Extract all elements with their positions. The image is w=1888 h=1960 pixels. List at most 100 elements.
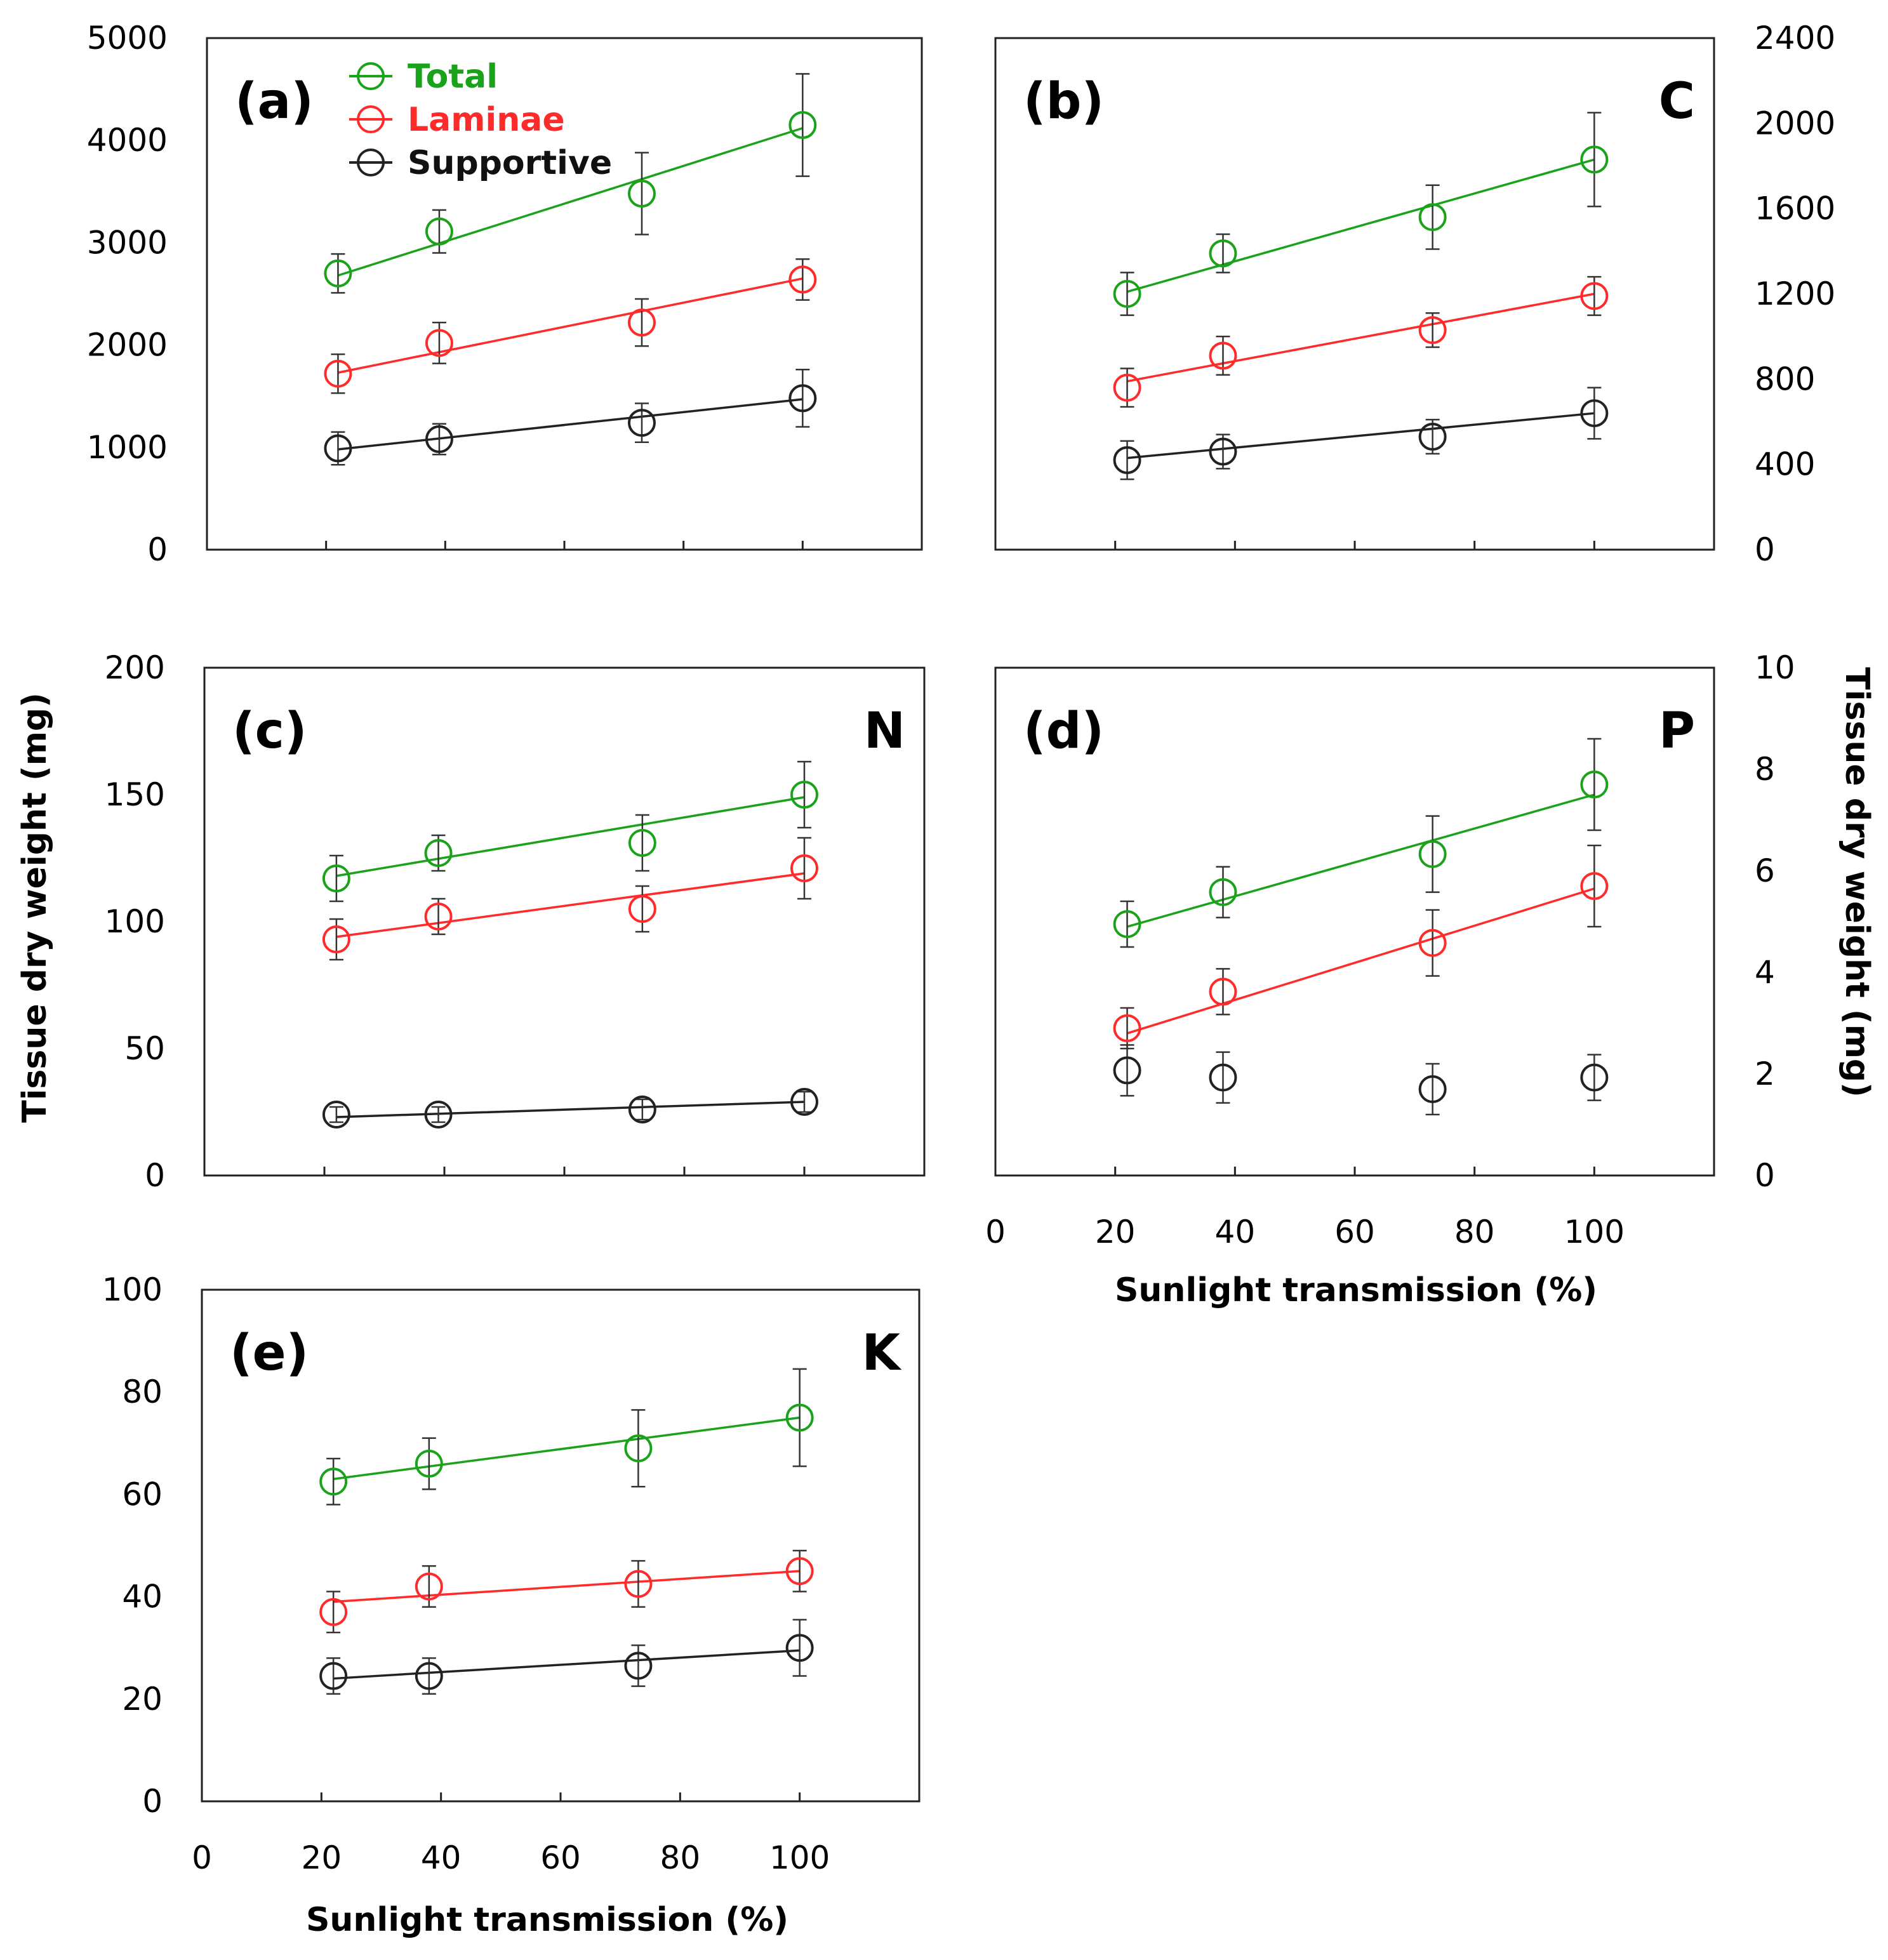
- x-axis-title-d: Sunlight transmission (%): [1115, 1271, 1597, 1309]
- panel-b: 0 400 800 1200 1600 2000 2400 (b) C: [994, 20, 1835, 568]
- data-point: [785, 1557, 814, 1586]
- y-tick-label: 4: [1755, 954, 1775, 991]
- data-point: [627, 308, 656, 337]
- trend-line: [337, 127, 803, 277]
- legend-label-laminae: Laminae: [408, 101, 565, 139]
- x-tick-label: 0: [192, 1839, 212, 1876]
- panel-label: (d): [1023, 703, 1104, 760]
- series-total: [1113, 112, 1609, 316]
- y-tick-label: 0: [142, 1783, 163, 1820]
- data-point: [624, 1434, 653, 1462]
- data-point: [424, 1101, 453, 1129]
- data-point: [627, 409, 656, 437]
- series-supportive: [1113, 387, 1609, 480]
- data-point: [628, 829, 656, 857]
- y-tick-label: 2000: [1755, 105, 1835, 142]
- data-point: [788, 384, 817, 413]
- data-point: [1580, 1063, 1609, 1092]
- y-tick-label: 50: [124, 1030, 165, 1067]
- legend-item-total: Total: [349, 58, 498, 96]
- trend-line: [1127, 887, 1595, 1035]
- data-point: [425, 329, 453, 357]
- data-point: [424, 903, 453, 930]
- panel-d: 0 20 40 60 80 100 0 2 4 6 8 10 (d) P: [985, 649, 1795, 1250]
- legend-label-total: Total: [408, 58, 498, 96]
- legend-item-supportive: Supportive: [349, 144, 612, 182]
- series-laminae: [324, 258, 817, 394]
- data-point: [790, 854, 818, 882]
- x-tick-label: 100: [1564, 1214, 1625, 1250]
- series-total: [322, 760, 818, 903]
- data-point: [1580, 145, 1609, 174]
- x-tick-label: 0: [985, 1214, 1006, 1250]
- data-point: [324, 359, 352, 388]
- y-tick-label: 0: [147, 531, 168, 568]
- data-point: [1113, 910, 1141, 938]
- y-tick-label: 100: [105, 903, 165, 940]
- x-tick-label: 80: [660, 1839, 701, 1876]
- trend-line: [336, 872, 805, 938]
- panel-label: (c): [232, 703, 307, 760]
- y-tick-label: 0: [1755, 531, 1775, 568]
- data-point: [319, 1598, 348, 1626]
- data-point: [627, 180, 656, 208]
- legend: Total Laminae Supportive: [349, 58, 612, 182]
- y-tick-label: 3000: [87, 224, 168, 261]
- data-point: [324, 434, 352, 463]
- series-total: [324, 73, 817, 294]
- y-tick-label: 4000: [87, 122, 168, 159]
- element-label: N: [864, 703, 905, 760]
- y-tick-label: 1000: [87, 429, 168, 466]
- data-point: [1580, 282, 1609, 310]
- data-point: [628, 895, 656, 923]
- data-point: [425, 217, 453, 246]
- data-point: [788, 265, 817, 294]
- y-tick-label: 100: [102, 1271, 163, 1308]
- y-tick-label: 5000: [87, 20, 168, 56]
- data-point: [1113, 373, 1141, 402]
- x-axis-title-e: Sunlight transmission (%): [306, 1901, 788, 1939]
- data-point: [322, 864, 350, 892]
- panel-label: (b): [1023, 73, 1104, 130]
- y-tick-label: 80: [122, 1374, 163, 1410]
- y-tick-label: 6: [1755, 852, 1775, 889]
- data-point: [322, 925, 350, 953]
- data-point: [1580, 872, 1609, 900]
- x-tick-label: 40: [1215, 1214, 1256, 1250]
- data-point: [628, 1096, 656, 1123]
- panel-c: 0 50 100 150 200 (c) N: [105, 649, 926, 1194]
- element-label: K: [862, 1325, 902, 1382]
- series-total: [1113, 738, 1609, 948]
- panels-layer: 010002000300040005000(a)0400800120016002…: [87, 20, 1836, 1876]
- data-point: [1580, 771, 1609, 798]
- trend-line: [333, 1570, 800, 1603]
- series-supportive: [1113, 1044, 1609, 1116]
- panel-a: 0 1000 2000 3000 4000 5000 (a): [87, 20, 923, 568]
- trend-line: [338, 398, 803, 451]
- trend-line: [1127, 293, 1595, 383]
- legend-marker-supportive: [357, 149, 385, 176]
- data-point: [1418, 423, 1447, 451]
- y-axis-title-left: Tissue dry weight (mg): [16, 692, 54, 1123]
- series-supportive: [319, 1619, 814, 1695]
- y-tick-label: 1200: [1755, 275, 1835, 312]
- panel-e: 0 20 40 60 80 100 0 20 40 60 80 100 (e) K: [102, 1271, 921, 1876]
- y-tick-label: 60: [122, 1476, 163, 1513]
- data-point: [424, 839, 453, 867]
- y-axis-title-right: Tissue dry weight (mg): [1838, 667, 1876, 1097]
- data-point: [790, 781, 818, 809]
- data-point: [1418, 203, 1447, 232]
- data-point: [790, 1088, 818, 1116]
- data-point: [1209, 878, 1237, 906]
- data-point: [1418, 316, 1447, 345]
- x-tick-label: 20: [1095, 1214, 1136, 1250]
- x-tick-label: 80: [1454, 1214, 1495, 1250]
- panel-label: (e): [230, 1325, 309, 1382]
- series-supportive: [324, 369, 817, 466]
- element-label: C: [1659, 73, 1695, 130]
- y-tick-label: 40: [122, 1579, 163, 1615]
- trend-line: [1127, 412, 1595, 460]
- trend-line: [1127, 793, 1595, 928]
- data-point: [1418, 1075, 1447, 1103]
- y-tick-label: 150: [105, 776, 165, 813]
